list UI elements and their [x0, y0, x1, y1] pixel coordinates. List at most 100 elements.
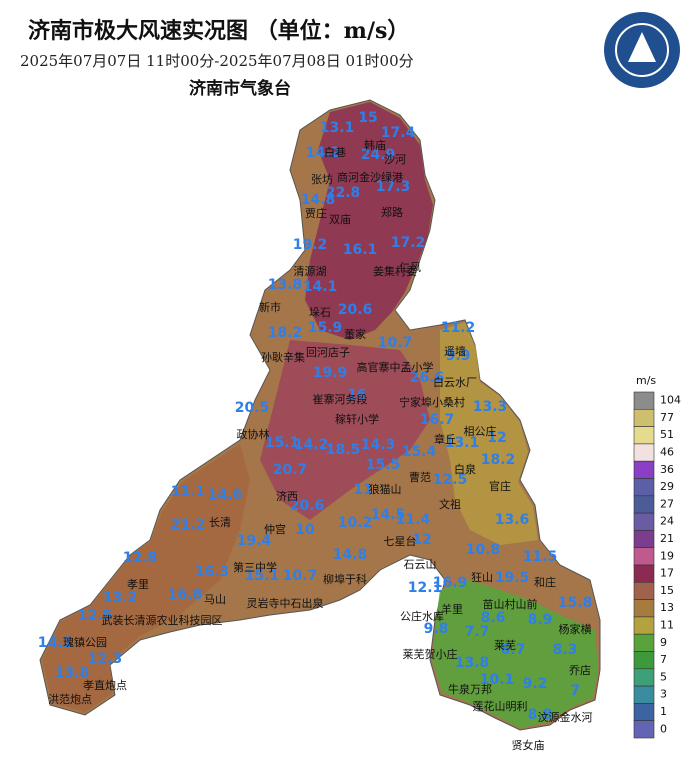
logo — [604, 12, 680, 88]
wind-value: 15.4 — [402, 444, 437, 460]
place-name: 沙河 — [384, 153, 406, 166]
wind-value: 9.8 — [424, 621, 449, 637]
wind-value: 15.5 — [366, 457, 401, 473]
place-name: 双庙 — [329, 212, 351, 226]
place-name: 济西 — [276, 489, 298, 503]
wind-value: 10.8 — [466, 542, 501, 558]
wind-value: 18.5 — [326, 442, 361, 458]
wind-value: 10.7 — [378, 335, 413, 351]
legend-label: 7 — [660, 653, 667, 666]
wind-value: 9.2 — [523, 676, 548, 692]
wind-value: 18.2 — [268, 325, 303, 341]
legend-label: 19 — [660, 549, 674, 562]
wind-value: 20.5 — [235, 400, 270, 416]
place-name: 遥墙 — [444, 344, 466, 358]
legend-label: 0 — [660, 722, 667, 735]
wind-value: 14.1 — [38, 635, 73, 651]
wind-value: 11.1 — [171, 484, 206, 500]
place-name: 柳埠于科 — [323, 572, 367, 586]
wind-value: 14.1 — [303, 279, 338, 295]
place-name: 曹范 — [409, 470, 431, 484]
legend-swatch — [633, 530, 655, 549]
wind-value: 20.6 — [338, 302, 373, 318]
place-name: 牛泉万邦 — [448, 682, 492, 696]
wind-value: 20.7 — [273, 462, 308, 478]
wind-value: 12 — [412, 532, 431, 548]
place-name: 文祖 — [439, 497, 461, 511]
wind-value: 11.2 — [441, 320, 476, 336]
wind-value: 6.7 — [501, 642, 526, 658]
legend-label: 13 — [660, 601, 674, 614]
place-name: 垛石 — [309, 306, 331, 319]
wind-value: 13.1 — [320, 120, 355, 136]
place-name: 政协林 — [237, 427, 270, 441]
legend-swatch — [633, 616, 655, 635]
place-name: 乔店 — [569, 663, 591, 677]
place-name: 姜集村委 — [373, 264, 417, 278]
place-name: 公庄水库 — [400, 609, 444, 623]
legend-label: 104 — [660, 394, 681, 407]
wind-value: 16 — [347, 387, 366, 403]
place-name: 莱芜贺小庄 — [403, 647, 458, 661]
wind-value: 21.2 — [171, 517, 206, 533]
agency: 济南市气象台 — [189, 78, 291, 99]
wind-value: 26.6 — [410, 370, 445, 386]
place-name: 白泉 — [454, 462, 476, 476]
place-name: 苗山村山前 — [483, 597, 538, 611]
legend-swatch — [633, 478, 655, 497]
region-southeast — [432, 580, 598, 728]
wind-value: 12.8 — [123, 550, 158, 566]
place-name: 狼猫山 — [369, 482, 402, 496]
legend-label: 3 — [660, 688, 667, 701]
wind-value: 15.8 — [558, 595, 593, 611]
place-name: 孝里 — [127, 578, 149, 591]
place-name: 张坊 — [311, 172, 333, 186]
legend-swatch — [633, 408, 655, 427]
place-name: 相公庄 — [464, 424, 497, 438]
legend-label: 46 — [660, 446, 674, 459]
place-name: 瑰镇公园 — [63, 635, 107, 649]
legend-swatch — [633, 443, 655, 462]
wind-value: 8.6 — [481, 610, 506, 626]
legend-swatch — [633, 391, 655, 410]
place-name: 长清 — [209, 516, 231, 529]
wind-value: 17.2 — [391, 235, 426, 251]
legend-swatch — [633, 720, 655, 739]
wind-value: 13.8 — [268, 277, 303, 293]
place-name: 董家 — [344, 327, 366, 341]
legend-swatch — [633, 703, 655, 722]
place-name: 孙耿辛集 — [261, 350, 305, 364]
legend-swatch — [633, 426, 655, 445]
place-name: 和庄 — [534, 575, 556, 589]
place-name: 石云山 — [404, 558, 437, 571]
legend-label: 11 — [660, 619, 674, 632]
wind-value: 17.4 — [381, 125, 416, 141]
region-east — [440, 322, 538, 545]
wind-value: 8.3 — [553, 642, 578, 658]
place-name: 莱芜 — [494, 638, 516, 652]
legend-swatch — [633, 651, 655, 670]
legend-label: 1 — [660, 705, 667, 718]
place-name: 商河金沙绿港 — [337, 170, 403, 184]
legend-unit: m/s — [636, 374, 656, 387]
legend-label: 29 — [660, 480, 674, 493]
place-name: 洪范炮点 — [48, 692, 92, 706]
place-name: 贤女庙 — [512, 738, 545, 752]
place-name: 马山 — [204, 593, 226, 606]
wind-value: 19.5 — [495, 570, 530, 586]
wind-value: 7 — [570, 683, 580, 699]
place-name: 杨家横 — [559, 622, 592, 636]
place-name: 羊里 — [441, 602, 463, 616]
place-name: 灵岩寺中石出泉 — [247, 596, 324, 610]
wind-value: 16.1 — [343, 242, 378, 258]
legend-swatch — [633, 564, 655, 583]
wind-value: 16.7 — [420, 412, 455, 428]
wind-value: 16.8 — [168, 587, 203, 603]
legend-label: 51 — [660, 428, 674, 441]
wind-value: 14.5 — [371, 507, 406, 523]
legend-label: 9 — [660, 636, 667, 649]
wind-value: 14.8 — [301, 192, 336, 208]
place-name: 七星台 — [384, 534, 417, 548]
legend-label: 21 — [660, 532, 674, 545]
wind-value: 13.2 — [103, 590, 138, 606]
